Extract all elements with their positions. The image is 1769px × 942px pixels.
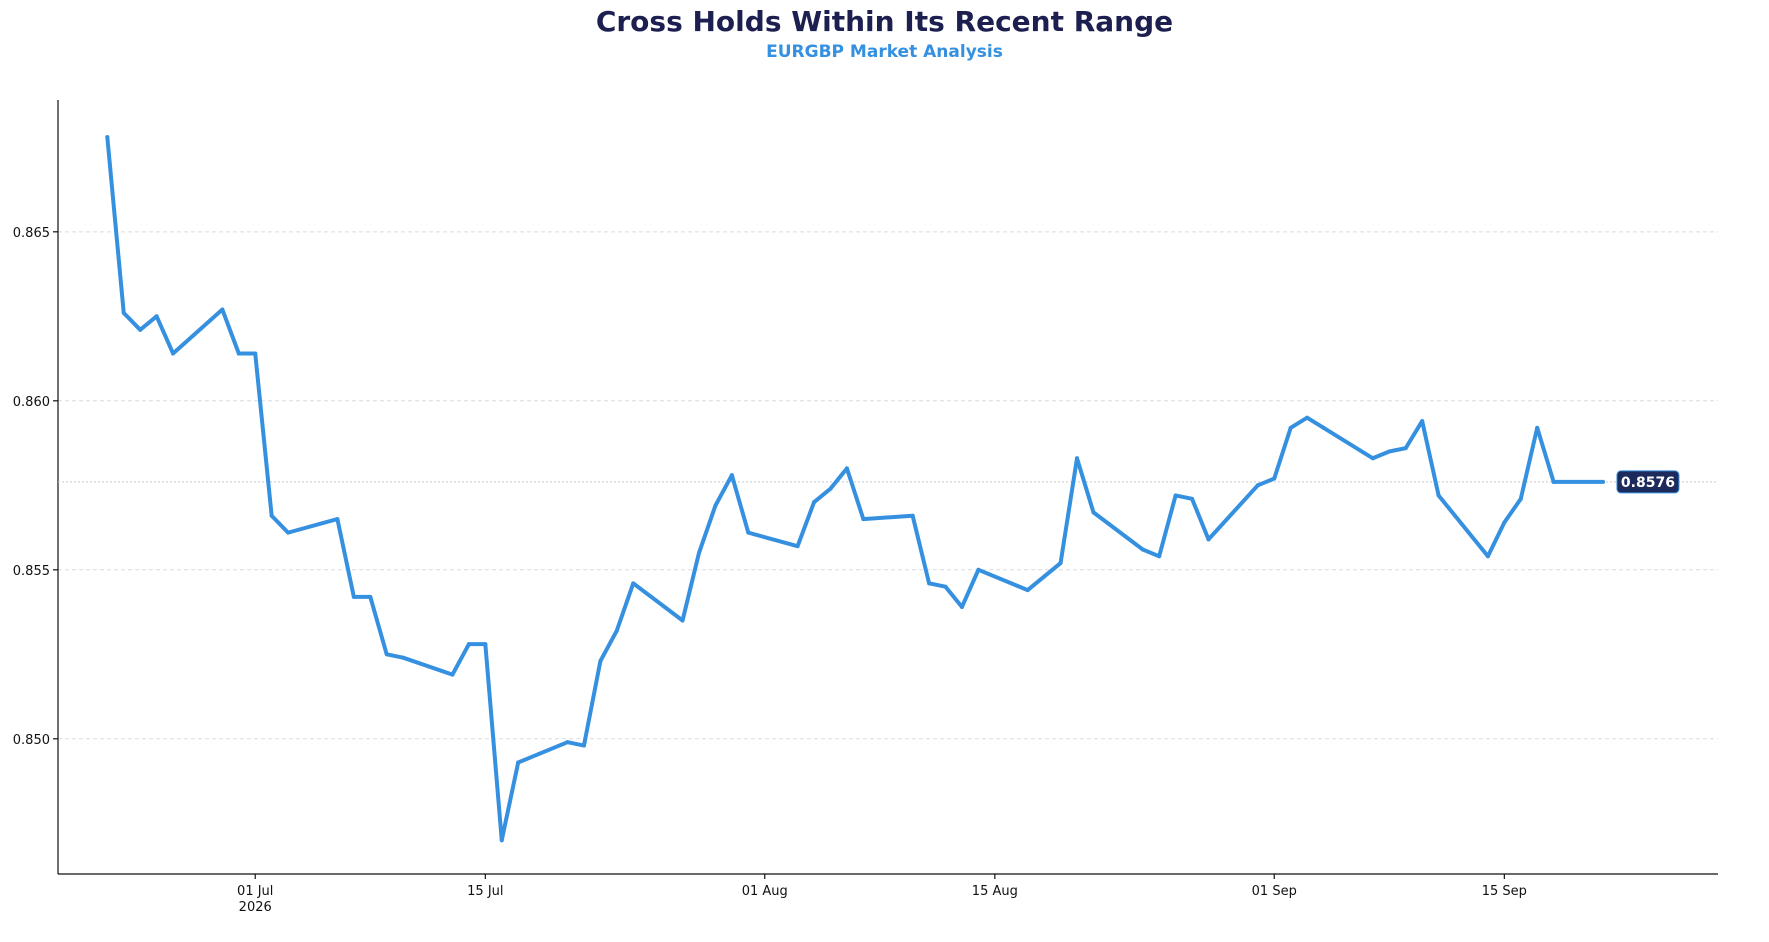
data-point-15 [450,672,455,677]
data-point-0 [105,135,110,140]
data-point-61 [1502,520,1507,525]
data-point-27 [713,503,718,508]
data-point-46 [1157,554,1162,559]
data-point-48 [1190,496,1195,501]
data-point-49 [1206,537,1211,542]
data-point-31 [812,500,817,505]
data-point-13 [384,652,389,657]
x-tick-label-4: 01 Sep [1252,884,1297,899]
data-point-3 [154,314,159,319]
data-point-7 [253,351,258,356]
data-point-20 [565,740,570,745]
data-point-54 [1321,425,1326,430]
data-point-19 [516,760,521,765]
data-point-51 [1272,476,1277,481]
x-tick-sublabel-0: 2026 [239,900,272,915]
data-point-18 [499,838,504,843]
data-point-62 [1518,496,1523,501]
series-line [105,135,1605,843]
data-point-28 [729,473,734,478]
data-point-16 [466,642,471,647]
y-tick-label-2: 0.860 [13,395,50,410]
data-point-12 [368,594,373,599]
data-point-30 [795,544,800,549]
chart-title: Cross Holds Within Its Recent Range [596,5,1173,38]
data-point-45 [1140,547,1145,552]
data-point-1 [121,310,126,315]
last-value-badge: 0.8576 [1616,470,1680,494]
data-point-11 [351,594,356,599]
data-point-40 [1025,588,1030,593]
data-point-23 [614,628,619,633]
data-point-34 [861,517,866,522]
data-point-55 [1370,456,1375,461]
data-point-52 [1288,425,1293,430]
data-point-32 [828,486,833,491]
data-point-6 [236,351,241,356]
data-point-47 [1173,493,1178,498]
last-value-label: 0.8576 [1621,475,1675,491]
x-tick-label-5: 15 Sep [1482,884,1527,899]
data-point-5 [220,307,225,312]
data-point-24 [631,581,636,586]
data-point-38 [959,604,964,609]
data-point-26 [696,550,701,555]
data-point-14 [401,655,406,660]
data-point-10 [335,517,340,522]
data-point-9 [286,530,291,535]
x-tick-label-0: 01 Jul [237,884,273,899]
data-point-4 [171,351,176,356]
data-point-65 [1600,479,1605,484]
data-point-56 [1387,449,1392,454]
data-point-33 [844,466,849,471]
data-point-21 [581,743,586,748]
data-point-36 [927,581,932,586]
data-point-64 [1551,479,1556,484]
data-point-42 [1058,561,1063,566]
chart-subtitle: EURGBP Market Analysis [766,42,1003,62]
data-points [105,135,1605,843]
data-point-25 [680,618,685,623]
data-point-22 [598,659,603,664]
y-tick-label-3: 0.865 [13,226,50,241]
data-point-60 [1485,554,1490,559]
x-tick-label-3: 15 Aug [972,884,1018,899]
data-point-50 [1255,483,1260,488]
data-point-41 [1042,574,1047,579]
data-point-2 [138,327,143,332]
data-point-37 [943,584,948,589]
y-tick-label-0: 0.850 [13,733,50,748]
x-tick-label-2: 01 Aug [742,884,788,899]
data-point-53 [1305,415,1310,420]
data-point-8 [269,513,274,518]
data-point-39 [976,567,981,572]
y-axis-ticks: 0.850 0.855 0.860 0.865 [13,226,58,748]
data-point-59 [1436,493,1441,498]
last-value-badge-background [1616,470,1680,494]
data-point-17 [483,642,488,647]
data-point-43 [1075,456,1080,461]
data-point-57 [1403,446,1408,451]
data-point-29 [746,530,751,535]
axes [57,100,1718,875]
y-tick-label-1: 0.855 [13,564,50,579]
data-point-58 [1420,419,1425,424]
data-point-44 [1091,510,1096,515]
grid-lines [58,231,1718,740]
x-tick-label-1: 15 Jul [467,884,503,899]
data-point-63 [1535,425,1540,430]
data-point-35 [910,513,915,518]
